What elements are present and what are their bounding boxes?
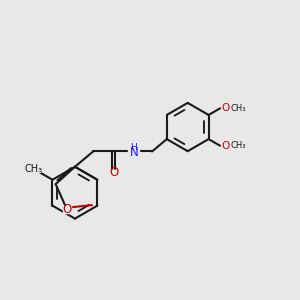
- Text: O: O: [221, 103, 230, 113]
- Text: O: O: [221, 141, 230, 151]
- Text: CH₃: CH₃: [25, 164, 43, 174]
- Text: CH₃: CH₃: [230, 141, 246, 150]
- Text: H: H: [130, 143, 137, 152]
- Bar: [110, 170, 118, 176]
- Text: N: N: [129, 146, 138, 159]
- Bar: [128, 146, 140, 156]
- Text: O: O: [62, 203, 72, 216]
- Text: CH₃: CH₃: [230, 104, 246, 113]
- Bar: [63, 206, 71, 212]
- Text: O: O: [109, 167, 119, 179]
- Bar: [27, 165, 40, 172]
